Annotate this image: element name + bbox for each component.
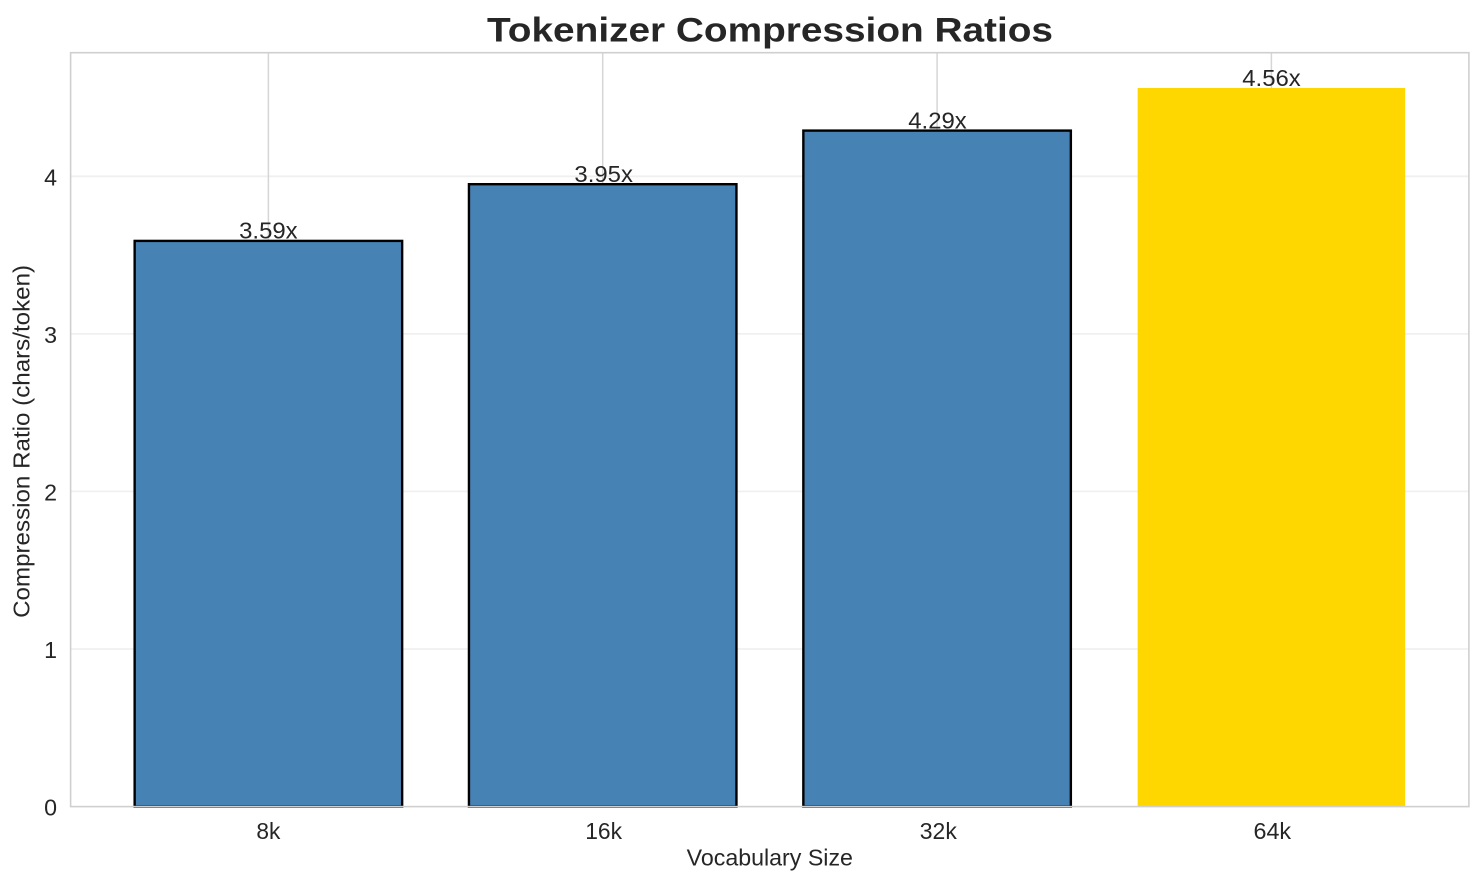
svg-text:32k: 32k [920,818,957,844]
svg-text:1: 1 [44,637,57,663]
svg-text:4.29x: 4.29x [908,108,967,134]
svg-text:16k: 16k [585,818,622,844]
svg-text:Compression Ratio (chars/token: Compression Ratio (chars/token) [9,265,35,618]
svg-text:4.56x: 4.56x [1242,65,1301,91]
svg-text:Vocabulary Size: Vocabulary Size [687,844,853,870]
svg-text:64k: 64k [1254,818,1292,844]
svg-text:8k: 8k [256,818,280,844]
svg-text:4: 4 [44,165,57,191]
svg-text:Tokenizer Compression Ratios: Tokenizer Compression Ratios [487,11,1053,49]
svg-text:0: 0 [44,795,57,821]
svg-text:3: 3 [44,322,57,348]
svg-text:2: 2 [44,480,57,506]
svg-text:3.59x: 3.59x [239,218,298,244]
svg-text:3.95x: 3.95x [574,161,633,187]
